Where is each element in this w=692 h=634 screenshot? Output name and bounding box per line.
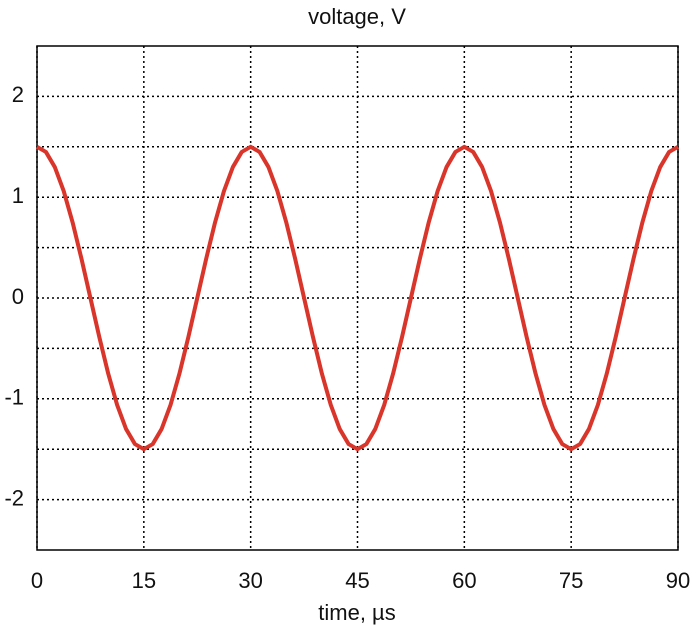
y-tick-label: 1: [12, 183, 24, 208]
y-tick-label: -1: [4, 385, 24, 410]
chart-title: voltage, V: [308, 4, 406, 29]
plot-frame: [36, 45, 679, 551]
x-tick-label: 45: [345, 568, 369, 593]
y-tick-label: 0: [12, 284, 24, 309]
y-tick-label: 2: [12, 82, 24, 107]
x-tick-label: 90: [666, 568, 690, 593]
y-tick-label: -2: [4, 485, 24, 510]
x-tick-label: 0: [31, 568, 43, 593]
x-axis-label: time, µs: [318, 600, 395, 625]
x-tick-label: 15: [132, 568, 156, 593]
x-tick-label: 30: [238, 568, 262, 593]
data-line: [35, 144, 680, 452]
x-tick-label: 60: [452, 568, 476, 593]
x-tick-label: 75: [559, 568, 583, 593]
